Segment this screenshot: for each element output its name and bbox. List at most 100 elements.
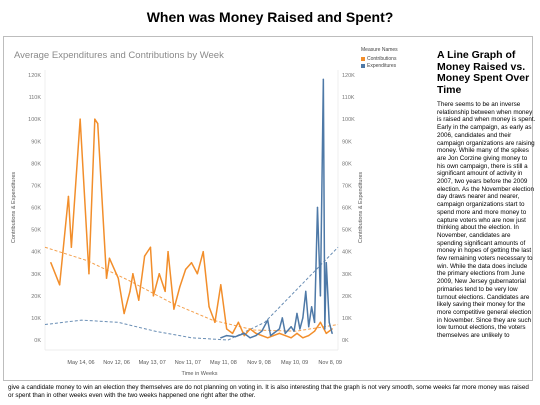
data-point-contributions — [129, 290, 131, 293]
data-point-expenditures — [302, 317, 304, 319]
y-tick-label-left: 120K — [28, 73, 41, 79]
data-point-expenditures — [316, 206, 319, 209]
data-point-contributions — [123, 312, 125, 315]
x-tick-label: Nov 12, 06 — [103, 360, 130, 366]
data-point-expenditures — [220, 337, 222, 339]
y-tick-label-right: 110K — [342, 95, 355, 101]
y-tick-label-right: 30K — [342, 272, 352, 278]
data-point-expenditures — [269, 334, 272, 337]
y-tick-label-right: 120K — [342, 73, 355, 79]
data-point-expenditures — [296, 312, 298, 315]
data-point-contributions — [308, 334, 310, 337]
data-point-contributions — [164, 290, 166, 293]
data-point-contributions — [50, 262, 52, 264]
data-point-contributions — [173, 308, 175, 310]
data-point-contributions — [313, 330, 316, 332]
x-tick-label: May 10, 09 — [281, 360, 308, 366]
y-tick-label-right: 90K — [342, 139, 352, 145]
x-tick-label: Nov 11, 07 — [175, 360, 201, 366]
data-point-contributions — [231, 332, 234, 335]
data-point-contributions — [249, 328, 251, 330]
y-tick-label-right: 40K — [342, 250, 352, 256]
legend[interactable]: Measure Names Contributions Expenditures — [361, 47, 398, 69]
data-point-expenditures — [331, 332, 333, 335]
y-tick-label-right: 10K — [342, 316, 352, 322]
data-point-contributions — [79, 118, 81, 120]
data-point-contributions — [296, 332, 298, 335]
y-tick-label-left: 110K — [29, 95, 42, 101]
x-axis-title: Time in Weeks — [181, 371, 217, 377]
data-point-contributions — [208, 306, 210, 308]
y-axis-title-right: Contributions & Expenditures — [358, 172, 364, 243]
data-point-contributions — [152, 295, 155, 297]
series-layer — [44, 78, 339, 341]
trend-line-expenditures — [44, 246, 339, 341]
legend-label: Contributions — [367, 55, 397, 62]
data-point-contributions — [319, 321, 322, 324]
data-point-contributions — [167, 250, 169, 253]
y-tick-label-left: 70K — [31, 183, 41, 189]
y-tick-label-left: 30K — [31, 272, 41, 278]
legend-item-expenditures[interactable]: Expenditures — [361, 62, 398, 69]
data-point-contributions — [261, 334, 263, 337]
y-tick-label-left: 10K — [31, 316, 41, 322]
legend-label: Expenditures — [367, 62, 397, 69]
data-point-contributions — [290, 337, 292, 339]
data-point-expenditures — [299, 328, 301, 330]
data-point-expenditures — [225, 334, 228, 337]
data-point-contributions — [70, 246, 73, 248]
chart-title: Average Expenditures and Contributions b… — [14, 50, 224, 61]
data-point-contributions — [266, 337, 269, 339]
trend-line-contributions — [44, 246, 339, 332]
y-tick-label-left: 50K — [31, 228, 41, 234]
data-point-contributions — [278, 332, 281, 335]
data-point-contributions — [149, 246, 152, 248]
data-point-expenditures — [266, 319, 269, 321]
data-point-contributions — [302, 337, 304, 339]
data-point-expenditures — [322, 78, 325, 81]
data-point-contributions — [158, 273, 160, 275]
legend-swatch-expenditures — [361, 63, 365, 68]
data-point-contributions — [58, 284, 61, 286]
data-point-contributions — [179, 286, 181, 288]
data-point-contributions — [243, 334, 245, 337]
x-tick-label: Nov 9, 08 — [247, 360, 271, 366]
data-point-expenditures — [278, 328, 281, 330]
data-point-expenditures — [284, 332, 286, 335]
data-point-expenditures — [319, 295, 322, 297]
data-point-expenditures — [324, 328, 326, 330]
y-tick-label-right: 100K — [342, 117, 355, 123]
data-point-expenditures — [328, 321, 330, 324]
y-tick-label-right: 80K — [342, 161, 352, 167]
data-point-contributions — [190, 262, 193, 264]
data-point-contributions — [88, 273, 90, 275]
data-point-expenditures — [234, 335, 237, 338]
y-tick-label-right: 0K — [342, 338, 349, 344]
y-tick-label-left: 90K — [31, 139, 41, 145]
data-point-expenditures — [281, 317, 284, 319]
data-point-expenditures — [272, 332, 275, 335]
data-point-contributions — [284, 334, 286, 337]
page-title: When was Money Raised and Spent? — [146, 9, 394, 25]
x-tick-label: May 13, 07 — [139, 360, 166, 366]
continuation-text: give a candidate money to win an electio… — [8, 384, 529, 399]
side-text: There seems to be an inverse relationshi… — [437, 101, 536, 340]
data-point-contributions — [220, 284, 222, 286]
y-tick-label-right: 50K — [342, 228, 352, 234]
y-tick-label-left: 100K — [28, 117, 41, 123]
legend-swatch-contributions — [361, 56, 365, 61]
data-point-contributions — [67, 195, 70, 198]
data-point-contributions — [225, 328, 228, 330]
y-tick-label-left: 80K — [31, 161, 41, 167]
chart-axes: 0K 0K 10K 10K 20K 20K 30K 30K 40K 40K 50K 50K 60K 60K… — [11, 70, 364, 377]
data-point-expenditures — [261, 330, 263, 332]
data-point-expenditures — [305, 290, 307, 293]
data-point-contributions — [325, 332, 327, 335]
data-point-contributions — [272, 334, 275, 337]
y-axis-title-left: Contributions & Expenditures — [11, 172, 17, 243]
data-point-expenditures — [249, 337, 251, 339]
data-point-contributions — [132, 273, 134, 275]
y-tick-label-left: 20K — [31, 294, 41, 300]
legend-item-contributions[interactable]: Contributions — [361, 55, 398, 62]
